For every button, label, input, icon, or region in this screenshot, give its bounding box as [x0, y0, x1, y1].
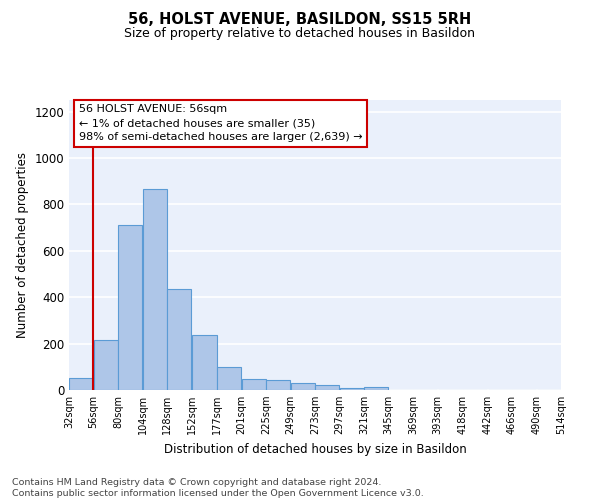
Text: 56 HOLST AVENUE: 56sqm
← 1% of detached houses are smaller (35)
98% of semi-deta: 56 HOLST AVENUE: 56sqm ← 1% of detached …	[79, 104, 362, 142]
Bar	[340, 388, 364, 390]
Bar	[167, 289, 191, 390]
Bar	[266, 380, 290, 390]
Bar	[217, 367, 241, 390]
Bar	[242, 379, 266, 390]
Bar	[69, 378, 94, 390]
X-axis label: Distribution of detached houses by size in Basildon: Distribution of detached houses by size …	[164, 442, 466, 456]
Y-axis label: Number of detached properties: Number of detached properties	[16, 152, 29, 338]
Text: Contains HM Land Registry data © Crown copyright and database right 2024.
Contai: Contains HM Land Registry data © Crown c…	[12, 478, 424, 498]
Text: Size of property relative to detached houses in Basildon: Size of property relative to detached ho…	[125, 28, 476, 40]
Bar	[94, 340, 118, 390]
Bar	[315, 386, 340, 390]
Bar	[143, 190, 167, 390]
Bar	[290, 383, 315, 390]
Bar	[364, 387, 388, 390]
Text: 56, HOLST AVENUE, BASILDON, SS15 5RH: 56, HOLST AVENUE, BASILDON, SS15 5RH	[128, 12, 472, 28]
Bar	[191, 336, 217, 390]
Bar	[118, 226, 142, 390]
